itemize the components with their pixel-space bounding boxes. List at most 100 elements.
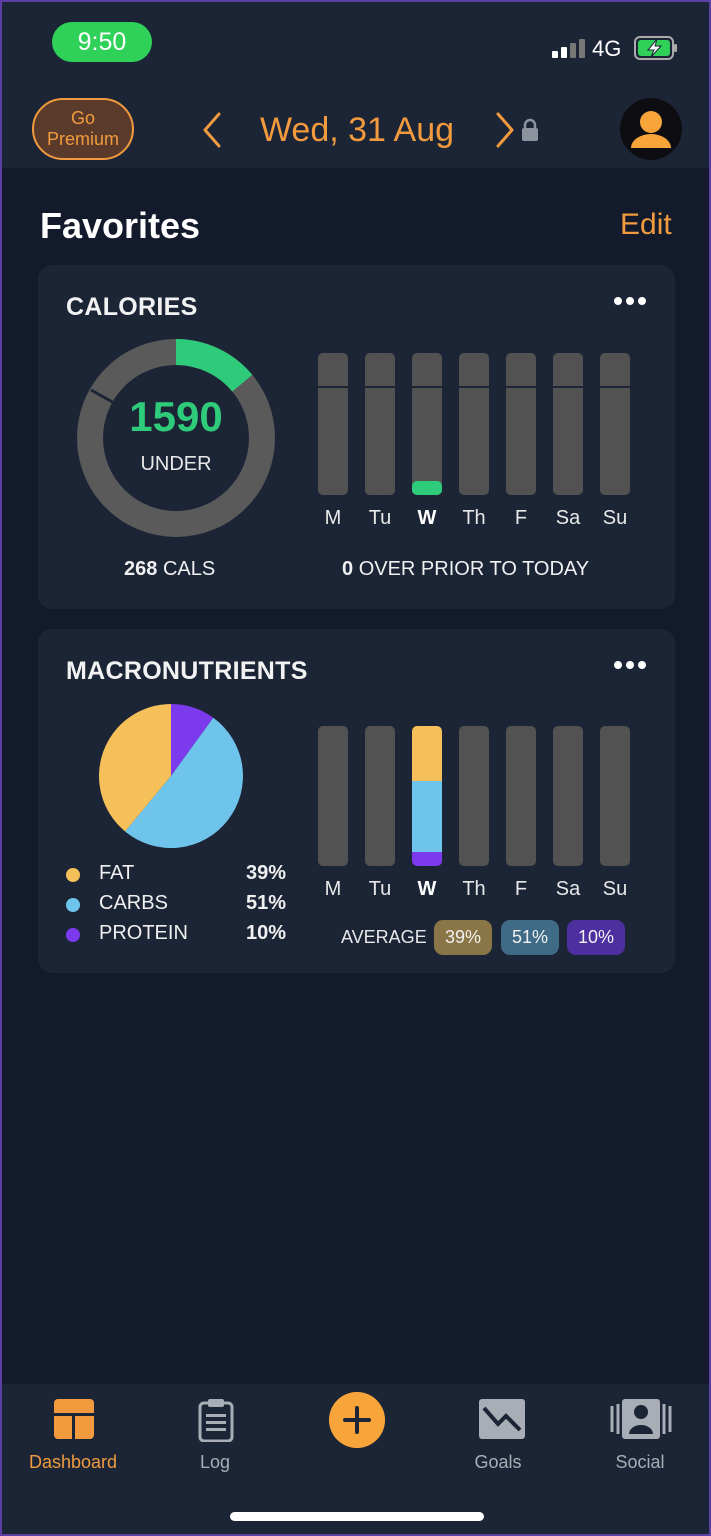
day-label-w: W [417,507,437,529]
over-count: 0 [342,558,354,580]
carbs-segment [412,780,442,852]
fat-dot [66,868,80,882]
goal-line [600,386,630,388]
battery-charging-icon [634,36,677,60]
day-label-m: M [324,507,342,529]
macros-pie-chart [98,704,243,848]
day-bar-w [412,726,442,866]
social-people-icon [610,1399,672,1439]
goal-line [506,386,536,388]
average-label: AVERAGE [341,927,427,947]
today-calorie-fill [412,480,442,495]
tab-log[interactable]: Log [155,1394,275,1484]
premium-line1: Go [70,108,95,128]
day-bar-f [506,353,536,495]
day-bar-sa [553,353,583,495]
average-protein-pill: 10% [567,920,625,955]
day-label-sa: Sa [555,507,581,529]
goal-line [412,386,442,388]
day-label-tu: Tu [368,878,392,900]
goal-line [459,386,489,388]
ring-progress [77,339,275,537]
tab-label: Goals [474,1452,522,1472]
day-label-m: M [324,878,342,900]
day-bar-f [506,726,536,866]
legend-fat: FAT 39% [66,862,286,888]
lock-icon [522,118,538,141]
legend-name: PROTEIN [99,922,188,944]
calories-consumed-value: 268 [124,558,158,580]
ring-marker [90,388,117,406]
calories-ring [77,339,275,537]
carbs-dot [66,898,80,912]
legend-pct: 10% [245,922,286,944]
average-fat: 39% [444,927,482,947]
more-options-icon[interactable] [614,659,646,671]
macronutrients-title: MACRONUTRIENTS [66,657,308,685]
day-bar-tu [365,726,395,866]
premium-line2: Premium [46,129,119,149]
goal-line [318,386,348,388]
calories-consumed: 268 CALS [124,558,215,581]
profile-avatar-icon[interactable] [620,98,682,160]
day-bar-th [459,726,489,866]
day-bar-su [600,353,630,495]
chevron-left-icon[interactable] [197,108,227,152]
edit-favorites-button[interactable]: Edit [620,208,672,241]
fat-segment [412,726,442,781]
goals-chart-icon [479,1399,525,1439]
current-date[interactable]: Wed, 31 Aug [259,111,455,149]
average-fat-pill: 39% [434,920,492,955]
signal-icon [552,38,586,58]
day-label-su: Su [602,507,628,529]
calories-status: UNDER [140,453,212,475]
over-prior-summary: 0 OVER PRIOR TO TODAY [342,558,589,581]
goal-line [365,386,395,388]
tab-label: Dashboard [28,1452,118,1472]
day-label-tu: Tu [368,507,392,529]
more-options-icon[interactable] [614,295,646,307]
tab-label: Log [199,1452,231,1472]
calories-title: CALORIES [66,293,198,321]
calories-weekly-bars: M Tu W Th F Sa Su [318,353,638,533]
legend-pct: 51% [245,892,286,914]
go-premium-button[interactable]: Go Premium [32,98,134,160]
average-protein: 10% [577,927,615,947]
plus-icon [343,1406,371,1434]
day-bar-m [318,726,348,866]
legend-carbs: CARBS 51% [66,892,286,918]
chevron-right-icon[interactable] [490,108,520,152]
day-bar-tu [365,353,395,495]
tab-goals[interactable]: Goals [438,1394,558,1484]
home-indicator [230,1512,484,1521]
calories-consumed-unit: CALS [162,558,216,580]
legend-name: FAT [99,862,135,884]
day-label-su: Su [602,878,628,900]
network-type: 4G [592,36,622,61]
day-bar-sa [553,726,583,866]
day-label-th: Th [462,878,486,900]
tab-social[interactable]: Social [580,1394,700,1484]
macronutrients-card[interactable]: MACRONUTRIENTS FAT 39% CARBS 51% PROTEIN… [38,629,675,973]
tab-label: Social [615,1452,665,1472]
day-label-sa: Sa [555,878,581,900]
status-time: 9:50 [77,27,127,56]
dashboard-icon [54,1399,94,1439]
protein-dot [66,928,80,942]
pie-slice-protein [171,704,214,776]
calories-card[interactable]: CALORIES 1590 UNDER 268 CALS 0 OVER PRIO… [38,265,675,609]
day-bar-th [459,353,489,495]
legend-protein: PROTEIN 10% [66,922,286,948]
over-text: OVER PRIOR TO TODAY [358,558,590,580]
favorites-title: Favorites [40,205,201,246]
average-carbs-pill: 51% [501,920,559,955]
add-entry-button[interactable] [329,1392,385,1448]
tab-dashboard[interactable]: Dashboard [13,1394,133,1484]
macros-weekly-bars: M Tu W Th F Sa Su [318,726,638,906]
day-bar-su [600,726,630,866]
goal-line [553,386,583,388]
day-label-f: F [514,507,528,529]
pie-slice-carbs [125,717,243,848]
day-label-w: W [417,878,437,900]
day-label-f: F [514,878,528,900]
